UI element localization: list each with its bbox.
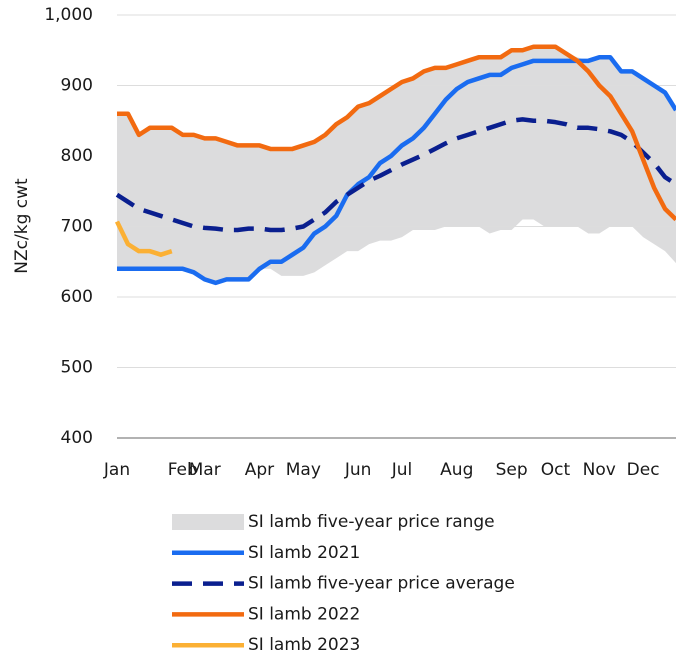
legend-label: SI lamb five-year price range [248, 512, 495, 532]
x-tick-label: Feb [168, 460, 198, 480]
y-tick-label: 600 [61, 287, 93, 307]
y-tick-label: 400 [61, 428, 93, 448]
range-band [117, 46, 676, 283]
x-tick-label: Mar [189, 460, 221, 480]
x-tick-label: Aug [440, 460, 473, 480]
x-tick-label: Sep [496, 460, 528, 480]
x-tick-label: Oct [541, 460, 571, 480]
y-tick-label: 1,000 [44, 5, 93, 25]
x-tick-label: Nov [583, 460, 616, 480]
series-line [117, 44, 676, 222]
x-tick-label: Jun [344, 460, 372, 480]
y-tick-label: 800 [61, 146, 93, 166]
y-axis-label: NZc/kg cwt [12, 178, 32, 274]
series-line [117, 55, 676, 286]
y-tick-label: 500 [61, 358, 93, 378]
legend-label: SI lamb 2022 [248, 604, 360, 624]
x-tick-label: May [286, 460, 321, 480]
y-tick-label: 700 [61, 217, 93, 237]
legend-label: SI lamb five-year price average [248, 574, 515, 594]
legend-label: SI lamb 2023 [248, 635, 360, 655]
x-tick-label: Dec [627, 460, 660, 480]
legend-swatch [172, 514, 244, 530]
x-tick-label: Apr [245, 460, 274, 480]
x-tick-label: Jul [391, 460, 413, 480]
legend-label: SI lamb 2021 [248, 543, 360, 563]
y-tick-label: 900 [61, 76, 93, 96]
series-line [115, 117, 676, 233]
series-line [114, 220, 173, 257]
x-tick-label: Jan [103, 460, 130, 480]
